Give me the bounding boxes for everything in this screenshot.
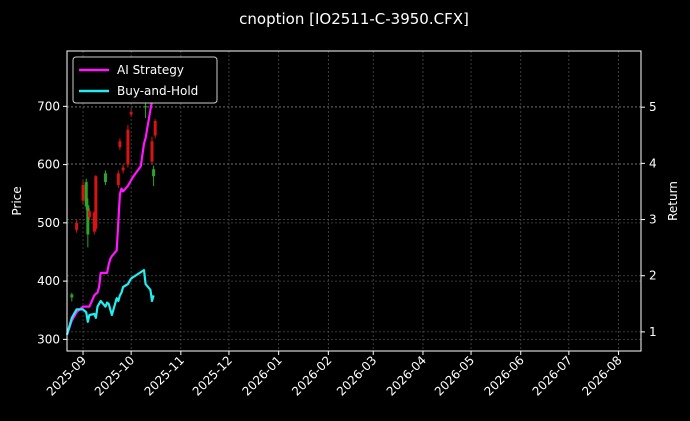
y-axis-left-label: Price — [10, 186, 24, 215]
candle-body — [87, 211, 91, 218]
candle-body — [129, 112, 133, 115]
candle-body — [153, 120, 157, 136]
candle-body — [92, 212, 96, 232]
y-left-tick-label: 300 — [37, 332, 60, 346]
y-right-tick-label: 3 — [649, 213, 657, 227]
y-left-tick-label: 500 — [37, 216, 60, 230]
candlesticks — [70, 78, 157, 302]
y-axis-right-label: Return — [666, 181, 680, 221]
candle-body — [84, 182, 88, 207]
plot-frame — [66, 50, 642, 352]
y-right-tick-label: 2 — [649, 269, 657, 283]
y-left-tick-label: 700 — [37, 99, 60, 113]
series-line-ai-strategy — [65, 90, 155, 336]
y-right-tick-label: 5 — [649, 100, 657, 114]
candle-body — [152, 169, 156, 177]
candle-body — [116, 173, 120, 185]
chart-title: cnoption [IO2511-C-3950.CFX] — [239, 10, 469, 28]
candle-body — [75, 222, 79, 230]
legend: AI Strategy Buy-and-Hold — [72, 56, 218, 104]
y-left-tick-label: 400 — [37, 274, 60, 288]
y-right-tick-label: 4 — [649, 156, 657, 170]
candle-body — [150, 141, 154, 162]
candle-body — [103, 173, 107, 183]
legend-label-ai-strategy: AI Strategy — [117, 63, 184, 77]
candle-body — [81, 184, 85, 201]
candle-body — [121, 167, 125, 171]
candle-body — [118, 141, 122, 148]
candle-body — [70, 294, 74, 298]
candle-body — [94, 176, 98, 229]
candle-body — [86, 205, 90, 235]
candle-body — [126, 129, 130, 165]
series-lines — [65, 90, 155, 336]
candle-body — [144, 106, 148, 108]
series-line-buy-and-hold — [65, 269, 155, 336]
legend-label-buy-and-hold: Buy-and-Hold — [117, 84, 198, 98]
y-right-tick-label: 1 — [649, 325, 657, 339]
y-left-tick-label: 600 — [37, 158, 60, 172]
